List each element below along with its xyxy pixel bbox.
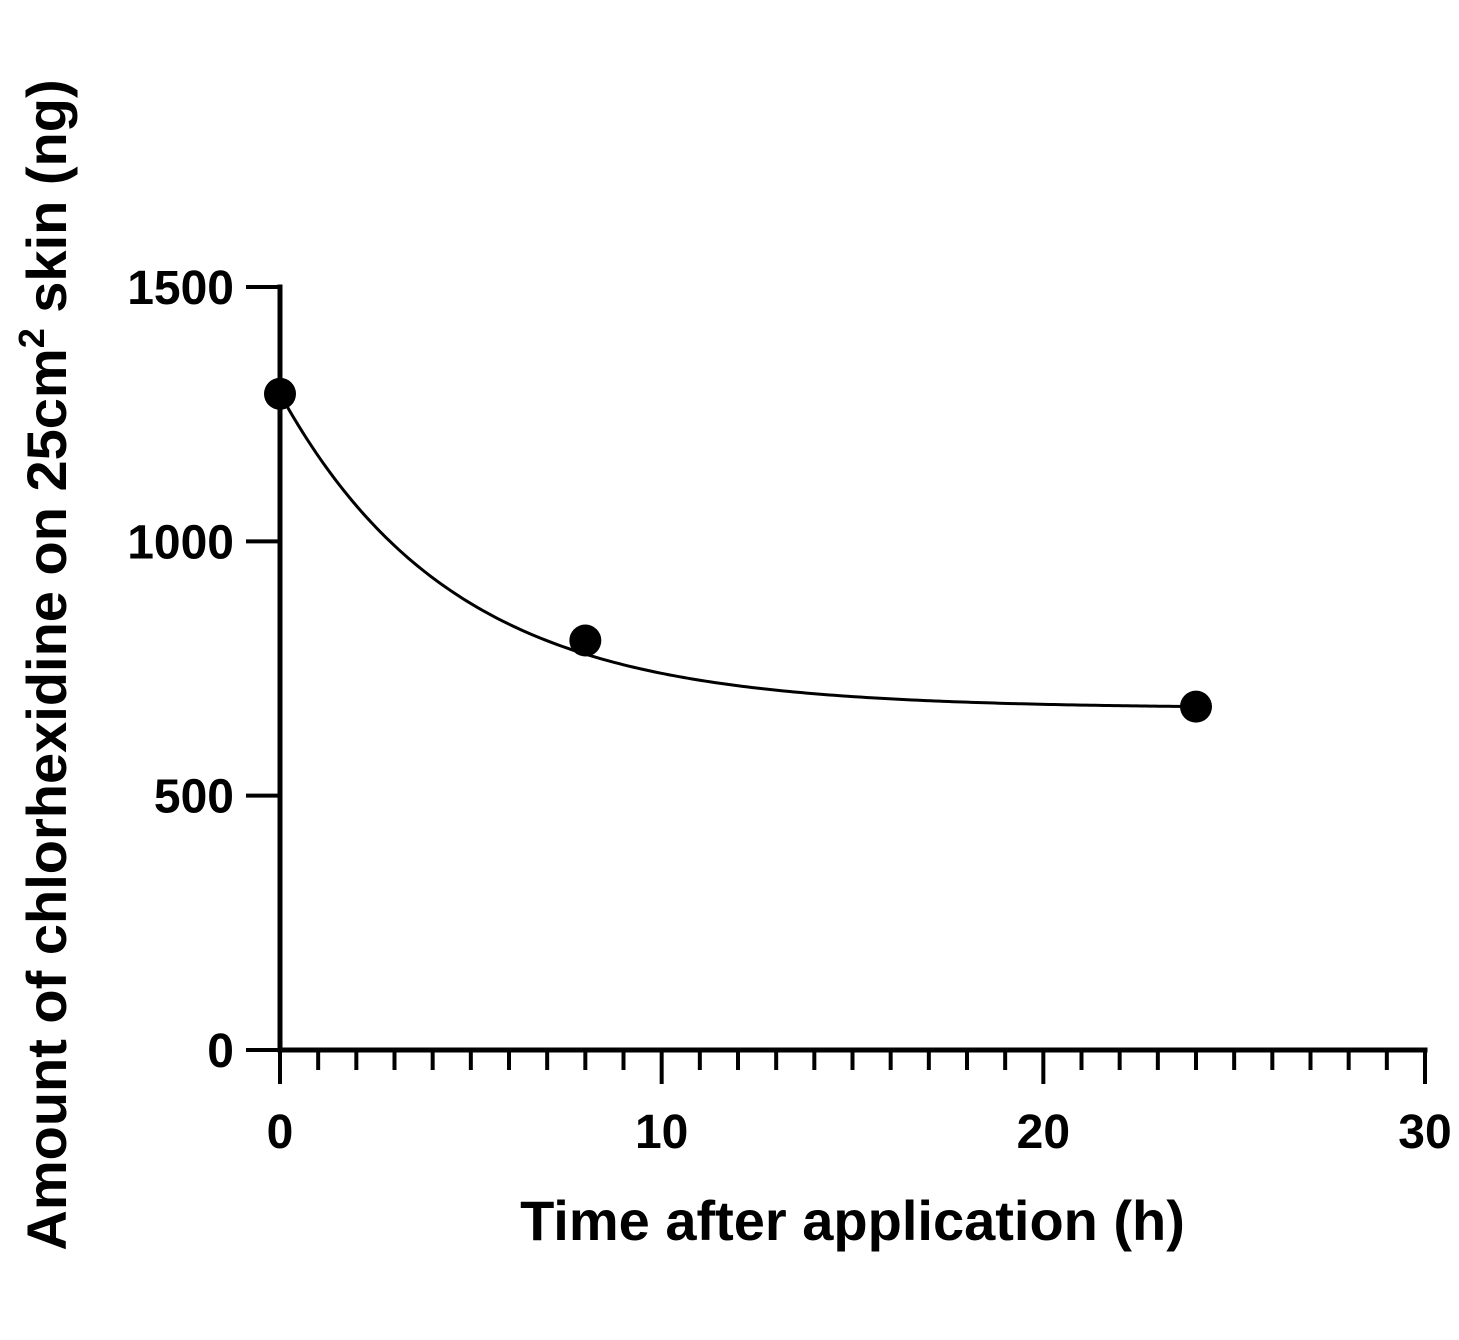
data-point — [1180, 690, 1212, 723]
y-axis-title: Amount of chlorhexidine on 25cm2 skin (n… — [11, 79, 78, 1250]
data-point — [569, 624, 602, 657]
data-points — [264, 377, 1212, 723]
y-tick-label: 0 — [207, 1025, 234, 1078]
x-tick-label: 20 — [1017, 1106, 1070, 1159]
y-axis-title-tail: skin (ng) — [15, 79, 78, 328]
x-tick-label: 10 — [635, 1106, 688, 1159]
x-tick-label: 30 — [1398, 1106, 1451, 1159]
fit-curve — [278, 393, 1197, 709]
x-tick-label: 0 — [267, 1106, 294, 1159]
x-axis-title: Time after application (h) — [520, 1189, 1185, 1252]
y-tick-label: 500 — [154, 771, 234, 824]
y-tick-label: 1500 — [127, 262, 234, 315]
y-tick-label: 1000 — [127, 516, 234, 569]
y-axis-title-superscript: 2 — [11, 328, 52, 348]
y-axis-title-main: Amount of chlorhexidine on 25cm — [15, 348, 78, 1250]
ticks-layer: 0 10 20 30 0 500 1000 1500 — [127, 262, 1451, 1159]
